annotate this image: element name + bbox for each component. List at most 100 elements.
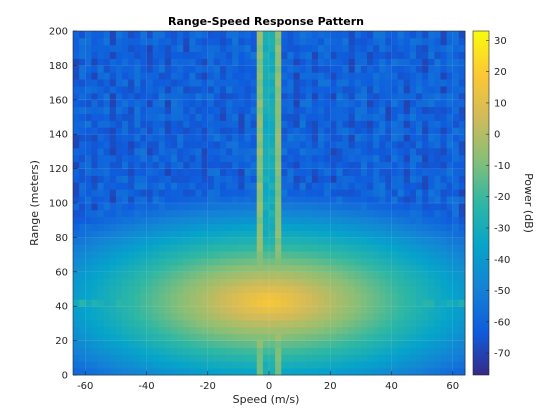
heatmap-cell [73,189,80,197]
heatmap-cell [250,189,258,197]
heatmap-cell [97,175,105,183]
heatmap-cell [213,354,221,362]
heatmap-cell [73,313,80,321]
heatmap-cell [85,326,92,335]
heatmap-cell [97,258,105,266]
heatmap-cell [318,258,325,266]
heatmap-cell [324,99,331,108]
heatmap-cell [122,161,129,169]
heatmap-cell [281,209,288,218]
heatmap-cell [171,99,178,108]
heatmap-cell [330,230,337,238]
heatmap-cell [281,134,288,142]
heatmap-cell [207,292,215,300]
heatmap-cell [183,354,190,362]
heatmap-cell [446,31,454,39]
heatmap-cell [262,196,270,204]
heatmap-cell [305,31,313,39]
heatmap-cell [458,196,466,204]
heatmap-cell [232,106,239,114]
heatmap-cell [73,120,80,128]
heatmap-cell [238,44,245,53]
heatmap-cell [342,92,350,101]
heatmap-cell [109,127,117,135]
heatmap-cell [256,86,264,94]
heatmap-cell [403,203,411,211]
heatmap-cell [183,203,190,211]
heatmap-cell [422,113,429,121]
heatmap-cell [354,113,362,121]
heatmap-cell [250,237,258,245]
heatmap-cell [293,271,301,280]
heatmap-cell [232,354,239,362]
heatmap-cell [287,113,294,121]
heatmap-cell [293,161,301,169]
heatmap-cell [134,120,141,128]
heatmap-cell [287,326,294,335]
heatmap-cell [299,299,307,307]
heatmap-cell [109,92,117,101]
heatmap-cell [134,113,141,121]
heatmap-cell [250,31,258,39]
heatmap-cell [262,203,270,211]
heatmap-cell [373,168,380,176]
heatmap-cell [440,99,448,108]
heatmap-cell [269,264,276,273]
heatmap-cell [177,65,184,73]
heatmap-cell [195,113,203,121]
heatmap-cell [440,340,448,348]
heatmap-cell [367,189,374,197]
heatmap-cell [207,44,215,53]
heatmap-cell [330,244,337,252]
heatmap-cell [275,51,282,59]
heatmap-cell [122,175,129,183]
heatmap-cell [189,127,196,135]
heatmap-cell [171,106,178,114]
heatmap-cell [262,72,270,80]
heatmap-cell [397,44,405,53]
heatmap-cell [220,168,227,176]
heatmap-cell [189,244,196,252]
heatmap-cell [152,86,160,94]
heatmap-cell [336,333,343,341]
heatmap-cell [201,168,209,176]
heatmap-cell [79,141,86,149]
heatmap-cell [85,203,92,211]
heatmap-cell [373,113,380,121]
heatmap-cell [391,65,399,73]
heatmap-cell [324,196,331,204]
heatmap-cell [367,340,374,348]
heatmap-cell [213,285,221,293]
heatmap-cell [146,175,154,183]
heatmap-cell [201,313,209,321]
heatmap-cell [262,120,270,128]
heatmap-cell [403,271,411,280]
heatmap-cell [232,306,239,314]
heatmap-cell [379,44,386,53]
heatmap-cell [232,79,239,87]
heatmap-cell [262,368,270,376]
heatmap-cell [207,65,215,73]
heatmap-cell [360,216,368,225]
heatmap-cell [446,368,454,376]
heatmap-cell [281,147,288,156]
heatmap-cell [422,326,429,335]
heatmap-cell [422,209,429,218]
heatmap-cell [244,189,252,197]
heatmap-cell [262,333,270,341]
heatmap-cell [342,292,350,300]
heatmap-cell [452,189,460,197]
heatmap-cell [305,361,313,369]
heatmap-cell [146,258,154,266]
heatmap-cell [256,361,264,369]
heatmap-cell [281,244,288,252]
heatmap-cell [391,340,399,348]
heatmap-cell [385,237,392,245]
heatmap-cell [275,333,282,341]
heatmap-cell [458,237,466,245]
heatmap-cell [189,175,196,183]
heatmap-cell [299,147,307,156]
heatmap-cell [397,65,405,73]
heatmap-cell [287,120,294,128]
heatmap-cell [330,79,337,87]
